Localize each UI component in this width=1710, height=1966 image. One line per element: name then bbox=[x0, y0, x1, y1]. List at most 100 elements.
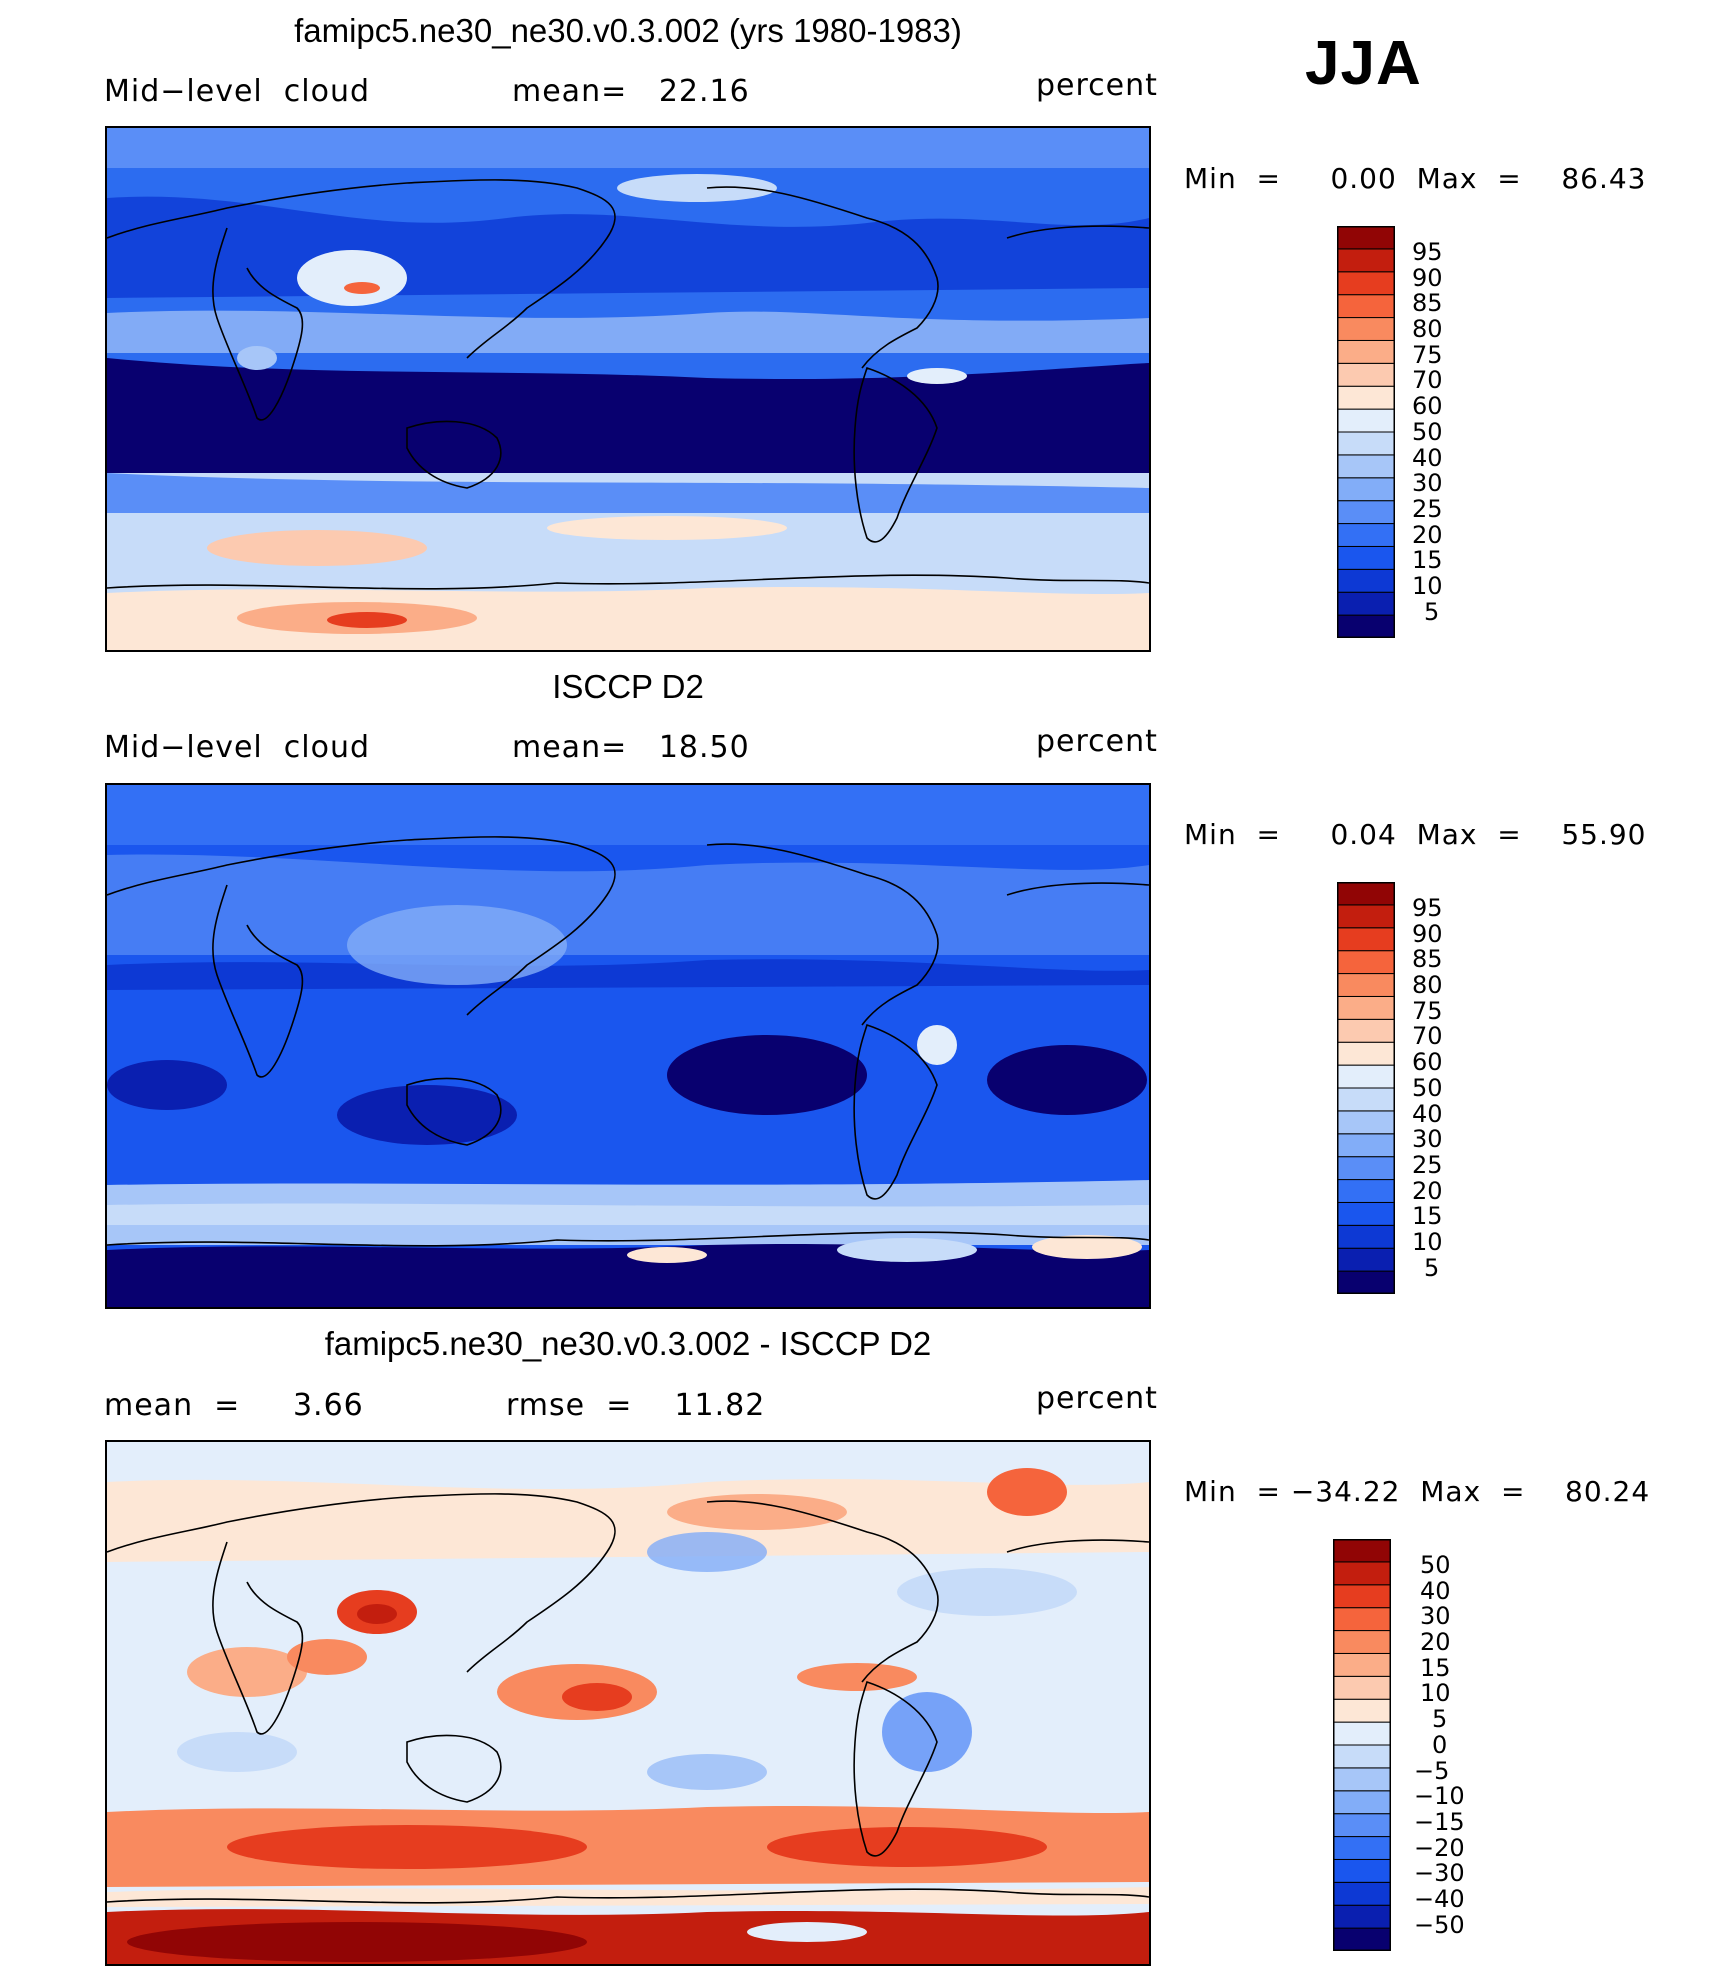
colorbar-segment bbox=[1337, 317, 1395, 341]
panel-2-tick: 90 bbox=[1412, 920, 1443, 948]
panel-1-tick: 30 bbox=[1412, 469, 1443, 497]
colorbar-segment bbox=[1337, 408, 1395, 433]
panel-3-tick: −5 bbox=[1414, 1757, 1450, 1785]
panel-2-tick: 85 bbox=[1412, 945, 1443, 973]
colorbar-segment bbox=[1337, 1110, 1395, 1135]
panel-1-title: famipc5.ne30_ne30.v0.3.002 (yrs 1980-198… bbox=[294, 12, 962, 49]
panel-3-tick: −10 bbox=[1414, 1782, 1465, 1810]
colorbar-segment bbox=[1333, 1836, 1391, 1860]
panel-2-colorbar-svg bbox=[1337, 882, 1395, 1294]
panel-2-map-svg bbox=[107, 785, 1149, 1307]
colorbar-segment bbox=[1333, 1539, 1391, 1563]
colorbar-segment bbox=[1333, 1767, 1391, 1792]
panel-1-tick: 25 bbox=[1412, 495, 1443, 523]
panel-3-tick: 40 bbox=[1420, 1577, 1451, 1605]
panel-3-tick: 50 bbox=[1420, 1551, 1451, 1579]
colorbar-segment bbox=[1337, 1133, 1395, 1158]
colorbar-segment bbox=[1333, 1744, 1391, 1769]
panel-2-tick: 60 bbox=[1412, 1048, 1443, 1076]
colorbar-segment bbox=[1337, 614, 1395, 638]
colorbar-segment bbox=[1337, 1156, 1395, 1181]
colorbar-segment bbox=[1337, 1179, 1395, 1203]
panel-1-tick: 20 bbox=[1412, 521, 1443, 549]
colorbar-border bbox=[1337, 226, 1395, 638]
colorbar-segment bbox=[1333, 1607, 1391, 1632]
colorbar-segment bbox=[1337, 454, 1395, 479]
colorbar-segment bbox=[1333, 1790, 1391, 1815]
panel-1-tick: 40 bbox=[1412, 444, 1443, 472]
season-label: JJA bbox=[1305, 29, 1422, 98]
panel-3-min-max: Min = −34.22 Max = 80.24 bbox=[1184, 1475, 1651, 1508]
panel-1-tick: 80 bbox=[1412, 315, 1443, 343]
colorbar-segment bbox=[1337, 904, 1395, 929]
colorbar-segment bbox=[1333, 1630, 1391, 1654]
panel-1-tick: 50 bbox=[1412, 418, 1443, 446]
colorbar-segment bbox=[1333, 1858, 1391, 1883]
panel-3-tick: −40 bbox=[1414, 1885, 1465, 1913]
panel-1-tick: 75 bbox=[1412, 341, 1443, 369]
colorbar-segment bbox=[1337, 1247, 1395, 1272]
panel-1-colorbar-svg bbox=[1337, 226, 1395, 638]
colorbar-segment bbox=[1337, 927, 1395, 952]
colorbar-segment bbox=[1337, 882, 1395, 906]
panel-3-colorbar bbox=[1333, 1539, 1391, 1951]
panel-3-mean-label: mean = 3.66 bbox=[104, 1388, 364, 1423]
panel-1-tick: 5 bbox=[1424, 598, 1440, 626]
colorbar-segment bbox=[1337, 271, 1395, 296]
colorbar-segment bbox=[1337, 226, 1395, 250]
colorbar-segment bbox=[1333, 1652, 1391, 1677]
colorbar-segment bbox=[1337, 1064, 1395, 1089]
panel-3-title: famipc5.ne30_ne30.v0.3.002 - ISCCP D2 bbox=[324, 1325, 932, 1362]
colorbar-segment bbox=[1333, 1881, 1391, 1906]
panel-3-tick: 10 bbox=[1420, 1679, 1451, 1707]
panel-2-min-max: Min = 0.04 Max = 55.90 bbox=[1184, 818, 1647, 851]
panel-3-tick: 0 bbox=[1432, 1731, 1448, 1759]
panel-1-variable-label: Mid−level cloud bbox=[104, 74, 371, 109]
panel-1-map bbox=[105, 126, 1151, 652]
colorbar-segment bbox=[1337, 545, 1395, 570]
panel-2-colorbar bbox=[1337, 882, 1395, 1294]
panel-3-tick: 30 bbox=[1420, 1602, 1451, 1630]
colorbar-segment bbox=[1337, 1018, 1395, 1043]
colorbar-segment bbox=[1337, 1270, 1395, 1294]
panel-2-tick: 20 bbox=[1412, 1177, 1443, 1205]
panel-1-map-svg bbox=[107, 128, 1149, 650]
panel-1-tick: 15 bbox=[1412, 546, 1443, 574]
colorbar-segment bbox=[1337, 500, 1395, 525]
colorbar-border bbox=[1337, 882, 1395, 1294]
panel-3-tick: 5 bbox=[1432, 1705, 1448, 1733]
panel-3-colorbar-svg bbox=[1333, 1539, 1391, 1951]
colorbar-segment bbox=[1337, 248, 1395, 273]
panel-1-colorbar bbox=[1337, 226, 1395, 638]
colorbar-segment bbox=[1337, 1041, 1395, 1066]
colorbar-segment bbox=[1337, 1201, 1395, 1226]
colorbar-segment bbox=[1337, 294, 1395, 319]
colorbar-segment bbox=[1337, 385, 1395, 410]
panel-1-tick: 70 bbox=[1412, 366, 1443, 394]
colorbar-segment bbox=[1333, 1561, 1391, 1586]
panel-2-tick: 75 bbox=[1412, 997, 1443, 1025]
colorbar-segment bbox=[1337, 1224, 1395, 1249]
panel-3-tick: 20 bbox=[1420, 1628, 1451, 1656]
panel-1-units-label: percent bbox=[1036, 68, 1158, 103]
colorbar-segment bbox=[1333, 1721, 1391, 1746]
panel-2-tick: 15 bbox=[1412, 1202, 1443, 1230]
colorbar-segment bbox=[1337, 431, 1395, 456]
panel-3-tick: −30 bbox=[1414, 1859, 1465, 1887]
panel-3-map bbox=[105, 1440, 1151, 1966]
panel-2-tick: 10 bbox=[1412, 1228, 1443, 1256]
panel-1-tick: 60 bbox=[1412, 392, 1443, 420]
panel-3-tick: −15 bbox=[1414, 1808, 1465, 1836]
panel-2-map bbox=[105, 783, 1151, 1309]
colorbar-segment bbox=[1337, 591, 1395, 616]
panel-2-tick: 5 bbox=[1424, 1254, 1440, 1282]
panel-2-tick: 50 bbox=[1412, 1074, 1443, 1102]
colorbar-segment bbox=[1333, 1904, 1391, 1929]
panel-2-tick: 30 bbox=[1412, 1125, 1443, 1153]
colorbar-segment bbox=[1333, 1698, 1391, 1723]
colorbar-segment bbox=[1337, 477, 1395, 502]
panel-1-tick: 90 bbox=[1412, 264, 1443, 292]
panel-2-tick: 25 bbox=[1412, 1151, 1443, 1179]
panel-3-units-label: percent bbox=[1036, 1381, 1158, 1416]
colorbar-segment bbox=[1333, 1675, 1391, 1700]
